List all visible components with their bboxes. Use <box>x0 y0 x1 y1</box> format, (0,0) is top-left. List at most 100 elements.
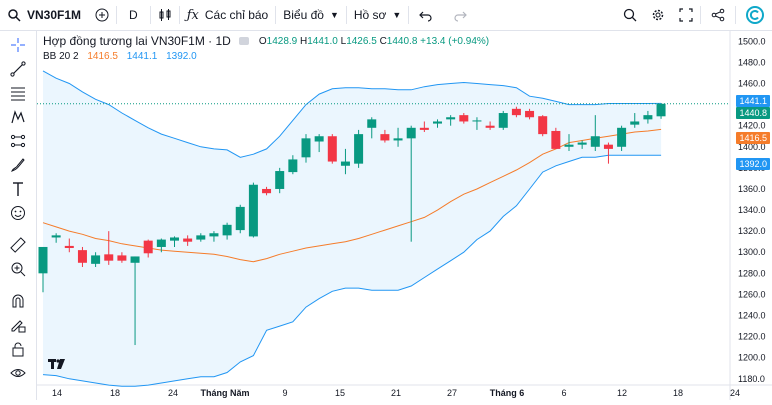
gear-icon <box>652 9 664 21</box>
divider <box>735 6 736 24</box>
magnet-icon <box>12 294 24 308</box>
undo-icon <box>419 11 432 22</box>
interval-button[interactable]: D <box>117 0 150 30</box>
fullscreen-button[interactable] <box>672 0 700 30</box>
bb-band-fill <box>43 70 662 387</box>
candle-body <box>170 237 179 241</box>
candle-body <box>485 125 495 128</box>
brush-icon <box>11 158 25 172</box>
time-axis-label: Tháng 6 <box>490 388 525 398</box>
chart-legend: Hợp đồng tương lai VN30F1M · 1D O1428.9 … <box>43 34 489 48</box>
chart-style-button[interactable] <box>151 0 179 30</box>
ruler-icon <box>10 237 26 253</box>
hide-tool[interactable] <box>8 363 28 383</box>
compare-button[interactable] <box>88 0 116 30</box>
candle-body <box>156 239 166 247</box>
price-chart[interactable]: 1500.01480.01460.01440.01420.01400.01380… <box>37 31 772 400</box>
candle-body <box>222 224 232 236</box>
bb-mid-value: 1416.5 <box>87 51 118 62</box>
zoom-search-button[interactable] <box>616 0 644 30</box>
chart-type-label: Biểu đồ <box>283 8 324 22</box>
price-axis-label: 1400.0 <box>738 142 766 152</box>
chart-area[interactable]: 1500.01480.01460.01440.01420.01400.01380… <box>37 31 772 400</box>
profile-menu[interactable]: Hồ sơ ▼ <box>347 0 408 30</box>
high-label: H <box>300 35 308 47</box>
candle-body <box>419 127 429 130</box>
candle-body <box>262 188 272 194</box>
time-axis-label: 15 <box>335 388 345 398</box>
candle-body <box>340 161 350 166</box>
time-axis-label: Tháng Năm <box>200 388 249 398</box>
price-axis-label: 1300.0 <box>738 247 766 257</box>
last-price-tag: 1440.8 <box>736 107 770 119</box>
nodes-icon <box>10 134 26 148</box>
share-icon <box>711 8 725 22</box>
chart-title: Hợp đồng tương lai VN30F1M · 1D <box>43 34 231 48</box>
symbol-search[interactable]: VN30F1M <box>0 0 88 30</box>
fx-icon: ƒx <box>186 7 199 23</box>
close-value: 1440.8 <box>386 35 418 47</box>
price-axis-label: 1180.0 <box>738 374 765 384</box>
trendline-tool[interactable] <box>8 59 28 79</box>
candle-body <box>656 103 666 117</box>
candle-body <box>406 127 416 139</box>
change-value: +13.4 (+0.94%) <box>420 35 490 47</box>
share-button[interactable] <box>701 0 735 30</box>
time-axis-label: 21 <box>391 388 401 398</box>
candle-body <box>551 130 561 149</box>
candle-body <box>38 246 48 274</box>
magnet-tool[interactable] <box>8 291 28 311</box>
bb-upper-value: 1441.1 <box>126 51 158 62</box>
undo-button[interactable] <box>409 0 443 30</box>
ohlc-values: O1428.9 H1441.0 L1426.5 C1440.8 +13.4 (+… <box>259 36 489 47</box>
candle-body <box>288 159 298 173</box>
crosshair-icon <box>11 38 25 52</box>
settings-button[interactable] <box>644 0 672 30</box>
time-axis-label: 24 <box>730 388 740 398</box>
search-icon <box>8 9 21 22</box>
candle-body <box>367 119 377 128</box>
time-axis-label: 27 <box>447 388 457 398</box>
price-axis-label: 1200.0 <box>738 353 766 363</box>
price-axis-label: 1340.0 <box>738 205 766 215</box>
pencil-lock-icon <box>11 320 26 333</box>
stay-drawing-tool[interactable] <box>8 315 28 335</box>
candle-body <box>64 245 74 249</box>
symbol-label: VN30F1M <box>27 8 82 22</box>
candle-body <box>564 144 574 147</box>
divider <box>178 6 180 24</box>
candle-body <box>104 254 114 261</box>
crosshair-tool[interactable] <box>8 35 28 55</box>
divider <box>408 6 410 24</box>
indicators-button[interactable]: ƒx Các chỉ báo <box>180 0 276 30</box>
candle-body <box>617 127 627 147</box>
zoom-in-tool[interactable] <box>8 259 28 279</box>
candle-body <box>577 142 587 145</box>
chart-type-menu[interactable]: Biểu đồ ▼ <box>276 0 346 30</box>
redo-button[interactable] <box>443 0 477 30</box>
text-tool[interactable] <box>8 179 28 199</box>
fib-tool[interactable] <box>8 83 28 103</box>
candle-body <box>446 117 456 120</box>
emoji-tool[interactable] <box>8 203 28 223</box>
zoom-icon <box>623 8 637 22</box>
price-axis-label: 1260.0 <box>738 289 766 299</box>
top-toolbar: VN30F1M D ƒx Các chỉ báo Biểu đồ ▼ Hồ sơ… <box>0 0 772 31</box>
time-axis-label: 6 <box>561 388 566 398</box>
chevron-down-icon: ▼ <box>392 10 402 20</box>
candle-body <box>498 113 508 128</box>
divider <box>275 6 277 24</box>
lock-tool[interactable] <box>8 339 28 359</box>
brush-tool[interactable] <box>8 155 28 175</box>
candle-body <box>183 238 193 242</box>
pattern-tool[interactable] <box>8 107 28 127</box>
candle-body <box>380 134 390 141</box>
measure-tool[interactable] <box>8 235 28 255</box>
candles-icon <box>159 9 171 21</box>
open-value: 1428.9 <box>266 35 298 47</box>
candle-body <box>91 255 101 264</box>
fullscreen-icon <box>679 8 693 22</box>
prediction-tool[interactable] <box>8 131 28 151</box>
collapse-icon[interactable] <box>238 37 249 45</box>
price-axis-label: 1220.0 <box>738 332 766 342</box>
